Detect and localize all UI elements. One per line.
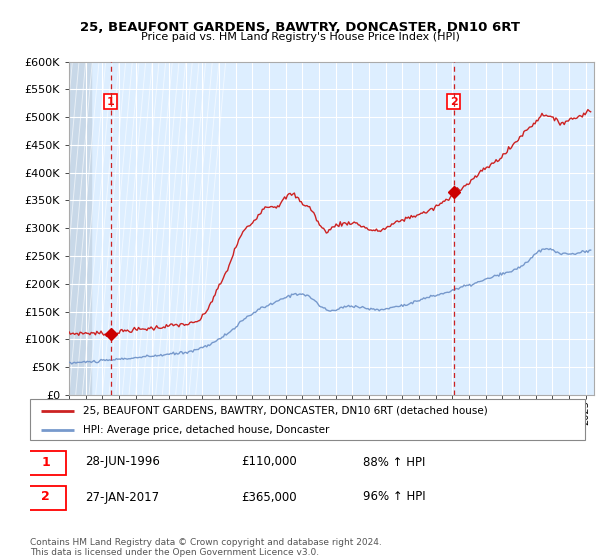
Text: 25, BEAUFONT GARDENS, BAWTRY, DONCASTER, DN10 6RT (detached house): 25, BEAUFONT GARDENS, BAWTRY, DONCASTER,… <box>83 405 487 416</box>
Text: 25, BEAUFONT GARDENS, BAWTRY, DONCASTER, DN10 6RT: 25, BEAUFONT GARDENS, BAWTRY, DONCASTER,… <box>80 21 520 34</box>
Text: HPI: Average price, detached house, Doncaster: HPI: Average price, detached house, Donc… <box>83 424 329 435</box>
Text: 1: 1 <box>41 455 50 469</box>
Text: Contains HM Land Registry data © Crown copyright and database right 2024.
This d: Contains HM Land Registry data © Crown c… <box>30 538 382 557</box>
Text: £365,000: £365,000 <box>241 491 296 503</box>
FancyBboxPatch shape <box>25 486 66 510</box>
FancyBboxPatch shape <box>30 399 585 440</box>
Text: Price paid vs. HM Land Registry's House Price Index (HPI): Price paid vs. HM Land Registry's House … <box>140 32 460 42</box>
Text: 1: 1 <box>107 96 115 106</box>
Text: 96% ↑ HPI: 96% ↑ HPI <box>363 491 425 503</box>
Text: 2: 2 <box>450 96 458 106</box>
Text: £110,000: £110,000 <box>241 455 296 469</box>
Text: 28-JUN-1996: 28-JUN-1996 <box>86 455 160 469</box>
Text: 2: 2 <box>41 491 50 503</box>
FancyBboxPatch shape <box>25 451 66 475</box>
Text: 27-JAN-2017: 27-JAN-2017 <box>86 491 160 503</box>
Text: 88% ↑ HPI: 88% ↑ HPI <box>363 455 425 469</box>
